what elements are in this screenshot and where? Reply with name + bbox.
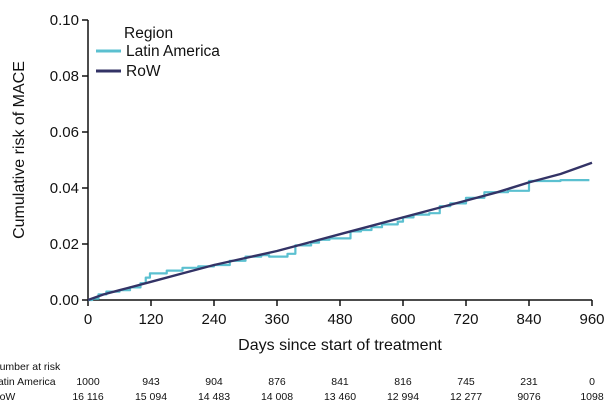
y-tick-label: 0.04 [50, 180, 79, 197]
y-tick-label: 0.00 [50, 292, 79, 309]
x-tick-label: 720 [453, 311, 478, 328]
risk-value: 904 [205, 376, 223, 388]
legend-label-latin-america: Latin America [126, 43, 220, 60]
legend: Region Latin America RoW [96, 25, 220, 80]
x-tick-label: 0 [84, 311, 92, 328]
x-tick-label: 120 [138, 311, 163, 328]
legend-title: Region [124, 25, 173, 42]
x-tick-label: 960 [579, 311, 604, 328]
risk-row-label-latin-america: Latin America [0, 376, 56, 388]
risk-value: 841 [331, 376, 349, 388]
series-line-row [87, 161, 593, 302]
series-group [87, 161, 593, 302]
risk-value: 943 [142, 376, 160, 388]
x-tick-label: 840 [516, 311, 541, 328]
risk-value: 15 094 [135, 391, 167, 403]
x-tick-label: 600 [390, 311, 415, 328]
y-tick-label: 0.02 [50, 236, 79, 253]
risk-values: 1000 943 904 876 841 816 745 231 0 16 116 15 094 14… [72, 376, 604, 403]
y-ticks: 0.00 0.02 0.04 0.06 0.08 0.10 [50, 12, 88, 309]
risk-row-label-row: RoW [0, 391, 15, 403]
risk-value: 745 [457, 376, 475, 388]
risk-value: 9076 [517, 391, 541, 403]
legend-label-row: RoW [126, 63, 161, 80]
series-line-latin-america [88, 179, 590, 302]
x-axis-title: Days since start of treatment [238, 337, 442, 354]
y-tick-label: 0.10 [50, 12, 79, 29]
y-axis-title: Cumulative risk of MACE [11, 61, 28, 239]
risk-value: 816 [394, 376, 412, 388]
risk-value: 14 483 [198, 391, 230, 403]
risk-value: 876 [268, 376, 286, 388]
risk-value: 1000 [76, 376, 100, 388]
y-tick-label: 0.08 [50, 68, 79, 85]
risk-value: 13 460 [324, 391, 356, 403]
risk-value: 231 [520, 376, 538, 388]
x-tick-label: 360 [264, 311, 289, 328]
axes [87, 20, 592, 301]
number-at-risk-title: Number at risk [0, 361, 61, 373]
number-at-risk-table: Number at risk Latin America RoW 1000 943… [0, 361, 604, 403]
risk-value: 1098 [580, 391, 604, 403]
x-tick-label: 240 [201, 311, 226, 328]
y-tick-label: 0.06 [50, 124, 79, 141]
risk-value: 16 116 [72, 391, 103, 403]
risk-value: 0 [589, 376, 595, 388]
risk-value: 12 994 [387, 391, 419, 403]
x-tick-label: 480 [327, 311, 352, 328]
risk-value: 12 277 [450, 391, 482, 403]
risk-value: 14 008 [261, 391, 293, 403]
x-ticks: 0 120 240 360 480 600 720 840 960 [84, 300, 605, 328]
